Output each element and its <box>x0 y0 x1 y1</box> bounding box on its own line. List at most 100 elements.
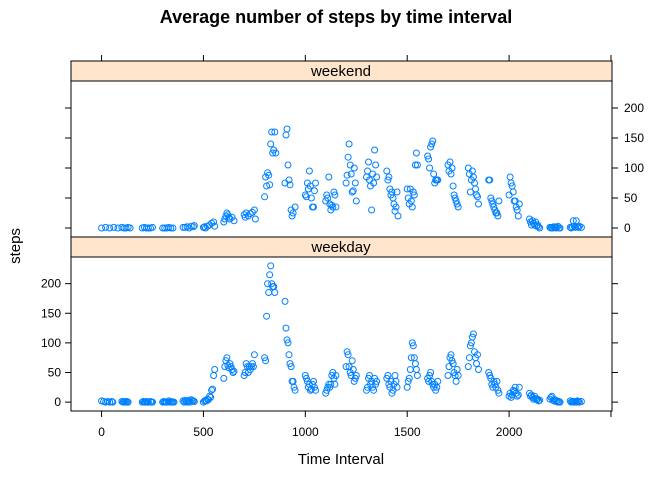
y-tick-label-weekend: 0 <box>624 221 631 235</box>
data-point-weekday <box>465 354 473 362</box>
data-point-weekday <box>351 374 359 382</box>
data-point-weekend <box>426 164 434 172</box>
y-axis-title: steps <box>7 228 24 264</box>
data-point-weekday <box>228 366 236 373</box>
data-point-weekend <box>372 161 380 169</box>
data-point-weekend <box>167 224 175 232</box>
data-point-weekend <box>323 191 331 199</box>
data-point-weekday <box>261 354 269 362</box>
panel-frame-weekday <box>70 256 613 412</box>
data-point-weekend <box>410 191 418 199</box>
data-point-weekend <box>282 131 290 139</box>
data-point-weekend <box>385 173 393 181</box>
data-point-weekday <box>466 342 474 350</box>
data-point-weekend <box>412 149 420 157</box>
data-point-weekend <box>472 185 479 193</box>
data-point-weekday <box>264 280 272 288</box>
x-tick-label: 1000 <box>292 425 319 439</box>
data-point-weekend <box>509 188 517 196</box>
data-point-weekday <box>473 360 480 368</box>
y-tick-label-weekday: 100 <box>41 336 61 350</box>
data-point-weekend <box>291 203 299 211</box>
data-point-weekday <box>282 324 290 332</box>
data-point-weekday <box>474 351 481 359</box>
data-point-weekday <box>513 392 521 400</box>
y-tick-label-weekend: 150 <box>624 131 644 145</box>
data-point-weekend <box>383 167 391 175</box>
data-point-weekend <box>369 170 377 178</box>
data-point-weekday <box>190 398 198 405</box>
data-point-weekday <box>445 363 453 371</box>
data-point-weekend <box>392 203 400 211</box>
data-point-weekday <box>229 369 237 376</box>
data-point-weekday <box>494 386 502 394</box>
data-point-weekend <box>452 197 460 205</box>
data-point-weekday <box>206 392 214 400</box>
data-point-weekday <box>208 386 216 394</box>
data-point-weekday <box>170 398 178 406</box>
data-point-weekend <box>487 194 495 202</box>
data-point-weekend <box>332 203 340 211</box>
data-point-weekend <box>241 213 249 221</box>
data-point-weekend <box>454 203 462 211</box>
data-point-weekend <box>506 173 514 181</box>
data-point-weekend <box>272 149 280 157</box>
data-point-weekday <box>493 377 501 385</box>
data-point-weekday <box>468 333 476 341</box>
data-point-weekend <box>453 200 461 208</box>
data-point-weekday <box>287 363 295 371</box>
data-point-weekend <box>505 191 513 199</box>
data-point-weekend <box>409 188 417 196</box>
data-point-weekend <box>450 191 458 199</box>
data-point-weekday <box>271 289 279 296</box>
data-point-weekday <box>285 351 293 359</box>
data-point-weekend <box>284 161 292 169</box>
data-point-weekday <box>556 398 564 406</box>
data-point-weekend <box>475 200 482 208</box>
data-point-weekend <box>577 223 585 231</box>
data-point-weekday <box>409 342 417 350</box>
data-point-weekend <box>493 209 501 217</box>
x-tick-label: 2000 <box>496 425 523 439</box>
y-tick-label-weekend: 50 <box>624 191 638 205</box>
data-point-weekend <box>301 191 309 199</box>
data-point-weekday <box>370 386 378 394</box>
data-point-weekend <box>352 197 360 205</box>
data-point-weekend <box>226 215 234 223</box>
data-point-weekday <box>322 389 330 397</box>
data-point-weekend <box>446 158 454 166</box>
panel-weekend: weekend <box>70 60 613 238</box>
data-point-weekend <box>211 222 219 230</box>
data-point-weekend <box>489 200 497 208</box>
data-point-weekend <box>126 224 134 232</box>
data-point-weekday <box>327 380 335 388</box>
data-point-weekend <box>488 197 496 205</box>
data-point-weekend <box>536 224 544 232</box>
data-point-weekend <box>514 212 522 220</box>
data-point-weekday <box>250 351 258 359</box>
data-point-weekend <box>430 170 438 178</box>
data-point-weekday <box>408 339 416 347</box>
data-point-weekend <box>428 140 436 148</box>
data-point-weekend <box>342 179 350 187</box>
data-point-weekday <box>363 386 370 394</box>
data-point-weekday <box>485 369 493 376</box>
data-point-weekend <box>265 171 273 179</box>
data-point-weekend <box>494 212 502 220</box>
data-point-weekday <box>249 363 257 371</box>
data-point-weekday <box>332 372 340 379</box>
data-point-weekend <box>288 212 296 220</box>
data-point-weekday <box>495 389 503 397</box>
data-point-weekday <box>241 369 249 376</box>
data-point-weekday <box>475 366 482 373</box>
data-point-weekday <box>266 271 274 279</box>
data-point-weekend <box>189 223 197 231</box>
data-point-weekend <box>307 194 315 202</box>
data-point-weekday <box>220 374 228 382</box>
data-point-weekday <box>404 377 412 385</box>
data-point-weekday <box>262 357 270 365</box>
data-point-weekend <box>283 125 291 133</box>
data-point-weekday <box>312 386 319 394</box>
x-tick-label: 1500 <box>394 425 421 439</box>
